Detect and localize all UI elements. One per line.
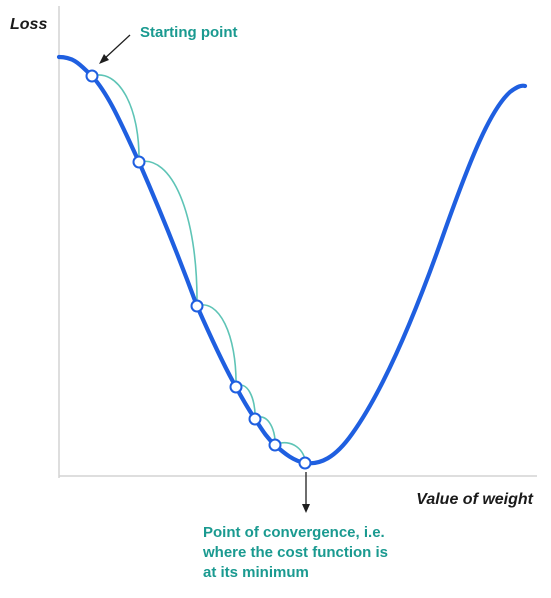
convergence-annotation: Point of convergence, i.e. where the cos… <box>202 472 392 581</box>
loss-curve <box>56 54 528 466</box>
step-point-marker <box>268 438 282 452</box>
x-axis-title: Value of weight <box>416 491 533 508</box>
starting-point-arrowhead <box>99 54 109 64</box>
descent-points <box>85 69 312 470</box>
convergence-point-marker <box>298 456 312 470</box>
convergence-label-line: where the cost function is <box>202 544 388 561</box>
step-arc <box>91 74 140 163</box>
axes: Loss Value of weight <box>10 6 537 508</box>
step-point-marker <box>132 155 146 169</box>
y-axis-title: Loss <box>10 16 47 33</box>
starting-point-arrow <box>102 34 131 61</box>
convergence-arrowhead <box>302 504 310 513</box>
step-arc <box>196 304 237 388</box>
step-point-marker <box>229 380 243 394</box>
step-point-marker <box>248 412 262 426</box>
starting-point-annotation: Starting point <box>99 24 238 64</box>
step-point-marker <box>190 299 204 313</box>
convergence-label-line: Point of convergence, i.e. <box>203 524 385 541</box>
starting-point-label: Starting point <box>140 24 238 41</box>
convergence-label-line: at its minimum <box>203 564 309 581</box>
convergence-label: Point of convergence, i.e. where the cos… <box>202 524 392 581</box>
step-arc <box>138 160 198 307</box>
starting-point-marker <box>85 69 99 83</box>
